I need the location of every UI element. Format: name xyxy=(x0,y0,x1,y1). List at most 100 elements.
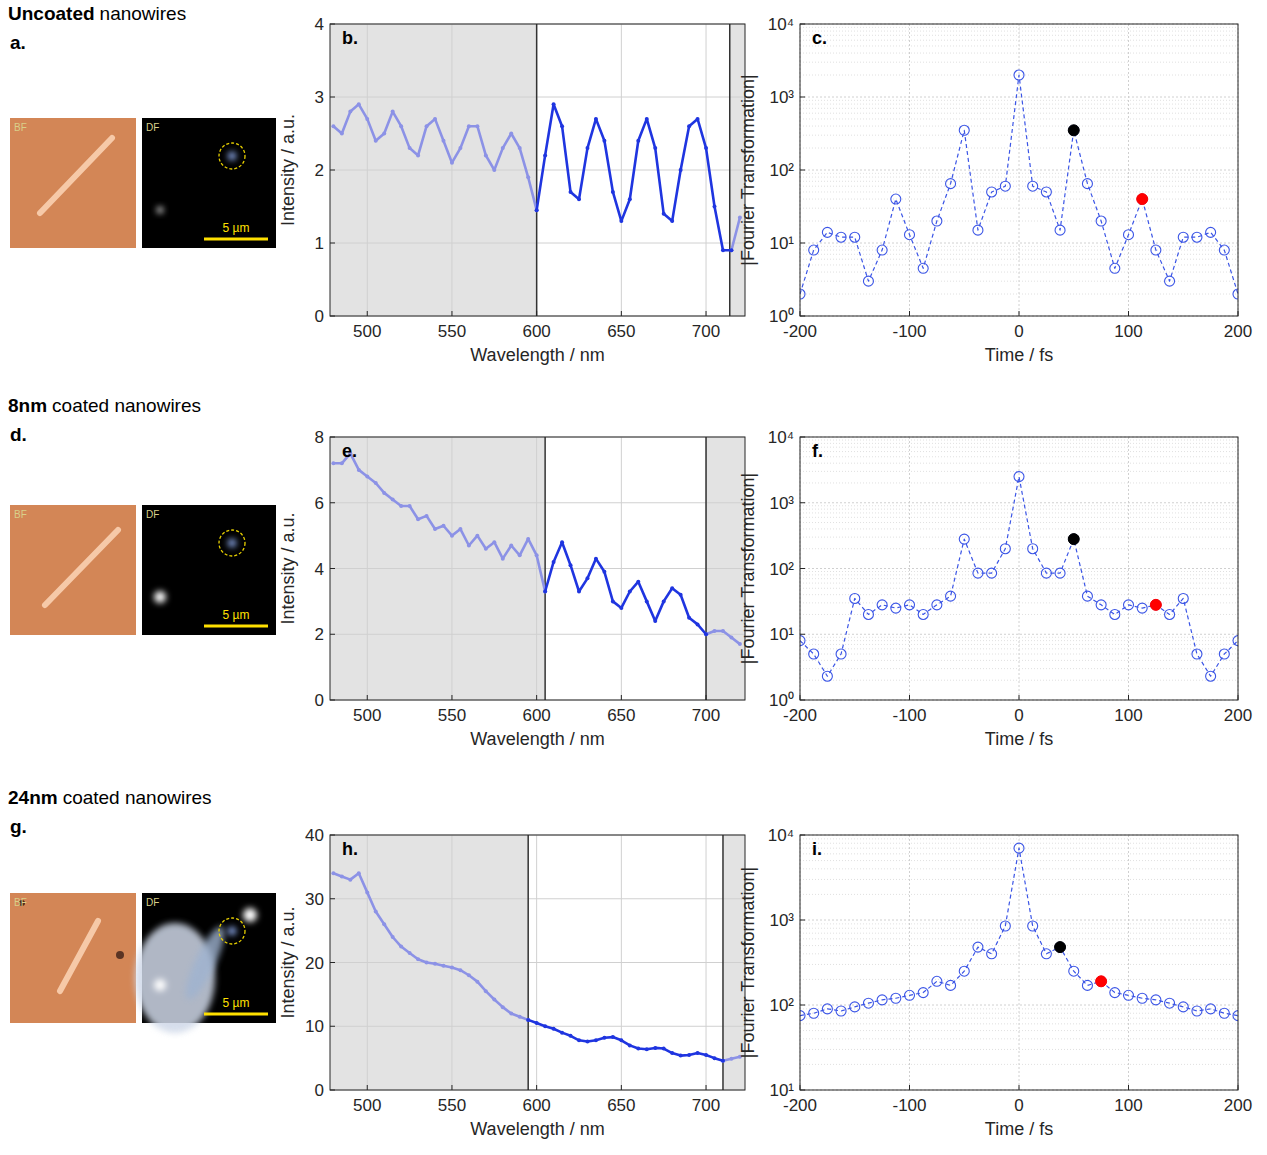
point xyxy=(1028,181,1038,191)
point xyxy=(382,491,386,495)
nanowire xyxy=(45,530,118,605)
grid-x xyxy=(909,24,910,316)
point xyxy=(653,146,657,150)
tick-label-x: -100 xyxy=(892,322,926,341)
point xyxy=(331,124,335,128)
tick-label-x: 500 xyxy=(353,706,381,725)
df-label: DF xyxy=(146,509,159,520)
point xyxy=(959,966,969,976)
tick-label-x: -100 xyxy=(892,1096,926,1115)
point xyxy=(809,245,819,255)
point xyxy=(836,649,846,659)
point xyxy=(1000,921,1010,931)
tick-label-y: 10² xyxy=(769,560,794,579)
point xyxy=(1192,232,1202,242)
point xyxy=(348,110,352,114)
point xyxy=(602,139,606,143)
point xyxy=(729,248,733,252)
y-axis-title: |Fourier Transformation| xyxy=(738,867,758,1058)
panel-letter: i. xyxy=(812,839,822,859)
tick-label-x: 600 xyxy=(522,322,550,341)
point xyxy=(946,591,956,601)
bf-label: BF xyxy=(14,509,27,520)
tick-x xyxy=(621,695,622,700)
tick-y xyxy=(800,634,805,635)
grid-y xyxy=(330,243,745,244)
point xyxy=(399,945,403,949)
point xyxy=(1055,942,1066,953)
point xyxy=(1068,125,1079,136)
point xyxy=(1082,980,1092,990)
scale-label: 5 µm xyxy=(223,221,250,235)
tick-label-y: 6 xyxy=(315,494,324,513)
minor-grid xyxy=(800,588,1238,589)
df-spot xyxy=(228,152,236,160)
point xyxy=(585,146,589,150)
point xyxy=(809,1008,819,1018)
tick-y xyxy=(330,1026,335,1027)
point xyxy=(348,878,352,882)
x-axis-title: Wavelength / nm xyxy=(470,729,604,749)
point xyxy=(1000,181,1010,191)
panel-letter: f. xyxy=(812,441,823,461)
x-axis-title: Time / fs xyxy=(985,345,1053,365)
plot-bg xyxy=(800,437,1238,700)
tick-label-x: 200 xyxy=(1224,1096,1252,1115)
tick-label-x: 0 xyxy=(1014,322,1023,341)
tick-x xyxy=(367,1085,368,1090)
point xyxy=(905,230,915,240)
point xyxy=(467,543,471,547)
micrographs: BFDF5 µm xyxy=(10,505,276,635)
tick-label-x: 0 xyxy=(1014,706,1023,725)
speck xyxy=(116,951,124,959)
minor-grid xyxy=(800,440,1238,441)
point xyxy=(441,964,445,968)
df-spot xyxy=(228,539,236,547)
point xyxy=(863,276,873,286)
point xyxy=(475,534,479,538)
grid-y xyxy=(330,1026,745,1027)
point xyxy=(1096,976,1107,987)
grid-x xyxy=(706,437,707,700)
point xyxy=(518,146,522,150)
window-line xyxy=(705,437,707,700)
grid-x xyxy=(367,835,368,1090)
grid-x xyxy=(536,835,537,1090)
point xyxy=(918,263,928,273)
tick-y xyxy=(330,243,335,244)
point xyxy=(594,557,598,561)
tick-x xyxy=(367,695,368,700)
point xyxy=(704,632,708,636)
point xyxy=(687,1053,691,1057)
tick-y xyxy=(330,1090,335,1091)
point xyxy=(475,980,479,984)
series-line xyxy=(800,848,1238,1015)
tick-label-y: 2 xyxy=(315,625,324,644)
point xyxy=(475,124,479,128)
panel-letter: b. xyxy=(342,28,358,48)
tick-y xyxy=(330,316,335,317)
tick-label-y: 10³ xyxy=(769,88,794,107)
tick-x xyxy=(536,695,537,700)
tick-x xyxy=(1128,695,1129,700)
tick-x xyxy=(1019,311,1020,316)
minor-grid xyxy=(800,644,1238,645)
point xyxy=(416,957,420,961)
tick-y xyxy=(800,97,805,98)
point xyxy=(729,1057,733,1061)
point xyxy=(932,600,942,610)
tick-label-y: 10³ xyxy=(769,911,794,930)
point xyxy=(891,194,901,204)
bf-image xyxy=(10,118,136,248)
minor-grid xyxy=(800,945,1238,946)
point xyxy=(340,874,344,878)
point xyxy=(628,590,632,594)
panel-letter: c. xyxy=(812,28,827,48)
grid-x xyxy=(909,835,910,1090)
point xyxy=(877,995,887,1005)
chart: 10⁰10¹10²10³10⁴-200-1000100200Time / fs|… xyxy=(738,15,1252,365)
chart: 01234500550600650700Wavelength / nmInten… xyxy=(278,15,745,365)
grid-x xyxy=(706,835,707,1090)
point xyxy=(645,1047,649,1051)
point xyxy=(552,102,556,106)
